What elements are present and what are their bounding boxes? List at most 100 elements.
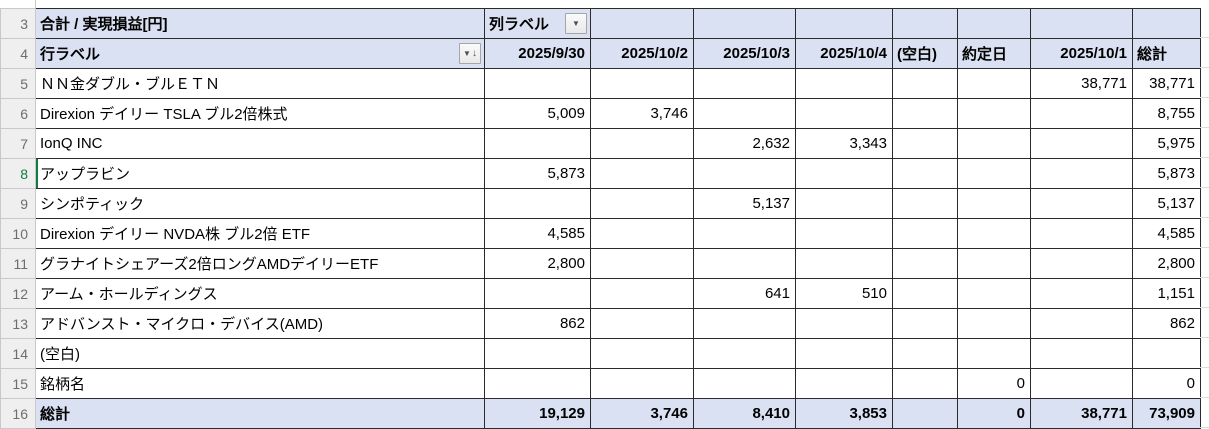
value-cell[interactable]: [590, 248, 694, 279]
value-cell[interactable]: 4,585: [1132, 218, 1201, 249]
value-cell[interactable]: [693, 98, 796, 129]
value-cell[interactable]: [795, 248, 893, 279]
value-cell[interactable]: [1030, 188, 1133, 219]
row-number[interactable]: 13: [0, 308, 36, 339]
value-cell[interactable]: [590, 338, 694, 369]
column-header-cell[interactable]: 2025/9/30: [484, 38, 591, 69]
header-empty-cell[interactable]: [1132, 8, 1201, 39]
value-cell[interactable]: 2,800: [484, 248, 591, 279]
value-cell[interactable]: [957, 248, 1031, 279]
value-cell[interactable]: 5,873: [484, 158, 591, 189]
value-cell[interactable]: [590, 68, 694, 99]
value-cell[interactable]: [1030, 338, 1133, 369]
grand-total-value-cell[interactable]: 73,909: [1132, 398, 1201, 429]
value-cell[interactable]: [795, 368, 893, 399]
value-cell[interactable]: [693, 368, 796, 399]
row-number[interactable]: 3: [0, 8, 36, 39]
value-cell[interactable]: [957, 188, 1031, 219]
column-header-cell[interactable]: 2025/10/1: [1030, 38, 1133, 69]
value-cell[interactable]: 4,585: [484, 218, 591, 249]
column-header-cell[interactable]: 総計: [1132, 38, 1201, 69]
row-number[interactable]: 15: [0, 368, 36, 399]
value-cell[interactable]: [892, 128, 958, 159]
value-cell[interactable]: [957, 98, 1031, 129]
value-cell[interactable]: [957, 278, 1031, 309]
value-cell[interactable]: [795, 308, 893, 339]
row-label-cell[interactable]: アドバンスト・マイクロ・デバイス(AMD): [35, 308, 485, 339]
value-cell[interactable]: [892, 68, 958, 99]
row-number[interactable]: 10: [0, 218, 36, 249]
value-cell[interactable]: [590, 218, 694, 249]
value-cell[interactable]: [892, 218, 958, 249]
value-cell[interactable]: 5,975: [1132, 128, 1201, 159]
value-cell[interactable]: [957, 218, 1031, 249]
value-cell[interactable]: [892, 158, 958, 189]
value-cell[interactable]: 5,009: [484, 98, 591, 129]
column-labels-dropdown-button[interactable]: ▼: [565, 13, 587, 34]
column-header-cell[interactable]: (空白): [892, 38, 958, 69]
header-empty-cell[interactable]: [892, 8, 958, 39]
grand-total-value-cell[interactable]: 38,771: [1030, 398, 1133, 429]
row-label-cell[interactable]: ＮＮ金ダブル・ブルＥＴＮ: [35, 68, 485, 99]
value-cell[interactable]: [892, 338, 958, 369]
column-header-cell[interactable]: 2025/10/4: [795, 38, 893, 69]
value-cell[interactable]: [1030, 218, 1133, 249]
value-cell[interactable]: 2,632: [693, 128, 796, 159]
value-cell[interactable]: [957, 128, 1031, 159]
value-cell[interactable]: 3,746: [590, 98, 694, 129]
value-cell[interactable]: [892, 278, 958, 309]
value-cell[interactable]: [590, 368, 694, 399]
value-cell[interactable]: [957, 158, 1031, 189]
row-number-active[interactable]: 8: [0, 158, 36, 189]
row-label-cell-selected[interactable]: アップラビン: [35, 158, 485, 189]
header-empty-cell[interactable]: [693, 8, 796, 39]
column-header-cell[interactable]: 約定日: [957, 38, 1031, 69]
grand-total-value-cell[interactable]: 19,129: [484, 398, 591, 429]
grand-total-value-cell[interactable]: 3,853: [795, 398, 893, 429]
value-cell[interactable]: [795, 338, 893, 369]
value-cell[interactable]: 510: [795, 278, 893, 309]
row-label-cell[interactable]: 銘柄名: [35, 368, 485, 399]
value-cell[interactable]: [590, 278, 694, 309]
header-empty-cell[interactable]: [1030, 8, 1133, 39]
grand-total-value-cell[interactable]: 8,410: [693, 398, 796, 429]
row-number[interactable]: 14: [0, 338, 36, 369]
value-cell[interactable]: [1030, 158, 1133, 189]
value-cell[interactable]: [795, 188, 893, 219]
value-cell[interactable]: [1132, 338, 1201, 369]
value-cell[interactable]: [484, 278, 591, 309]
value-cell[interactable]: [795, 68, 893, 99]
value-cell[interactable]: 8,755: [1132, 98, 1201, 129]
row-label-cell[interactable]: シンポティック: [35, 188, 485, 219]
row-label-cell[interactable]: Direxion デイリー NVDA株 ブル2倍 ETF: [35, 218, 485, 249]
value-cell[interactable]: 0: [957, 368, 1031, 399]
value-cell[interactable]: 862: [1132, 308, 1201, 339]
value-cell[interactable]: [795, 218, 893, 249]
column-header-cell[interactable]: 2025/10/2: [590, 38, 694, 69]
row-label-cell[interactable]: グラナイトシェアーズ2倍ロングAMDデイリーETF: [35, 248, 485, 279]
value-cell[interactable]: 38,771: [1132, 68, 1201, 99]
value-cell[interactable]: [590, 188, 694, 219]
value-cell[interactable]: 5,137: [1132, 188, 1201, 219]
row-number[interactable]: 9: [0, 188, 36, 219]
value-cell[interactable]: [484, 128, 591, 159]
value-cell[interactable]: [957, 338, 1031, 369]
value-cell[interactable]: 5,873: [1132, 158, 1201, 189]
row-number[interactable]: 4: [0, 38, 36, 69]
grand-total-value-cell[interactable]: 3,746: [590, 398, 694, 429]
row-label-cell[interactable]: Direxion デイリー TSLA ブル2倍株式: [35, 98, 485, 129]
row-labels-sort-filter-button[interactable]: ▼ ↓: [459, 43, 481, 64]
value-cell[interactable]: [957, 308, 1031, 339]
value-cell[interactable]: [795, 158, 893, 189]
row-labels-cell[interactable]: 行ラベル ▼ ↓: [35, 38, 485, 69]
value-cell[interactable]: [892, 308, 958, 339]
value-cell[interactable]: 38,771: [1030, 68, 1133, 99]
value-cell[interactable]: [892, 98, 958, 129]
value-cell[interactable]: [590, 308, 694, 339]
value-cell[interactable]: [484, 338, 591, 369]
row-label-cell[interactable]: IonQ INC: [35, 128, 485, 159]
value-cell[interactable]: [1030, 278, 1133, 309]
row-label-cell[interactable]: (空白): [35, 338, 485, 369]
column-header-cell[interactable]: 2025/10/3: [693, 38, 796, 69]
header-empty-cell[interactable]: [795, 8, 893, 39]
